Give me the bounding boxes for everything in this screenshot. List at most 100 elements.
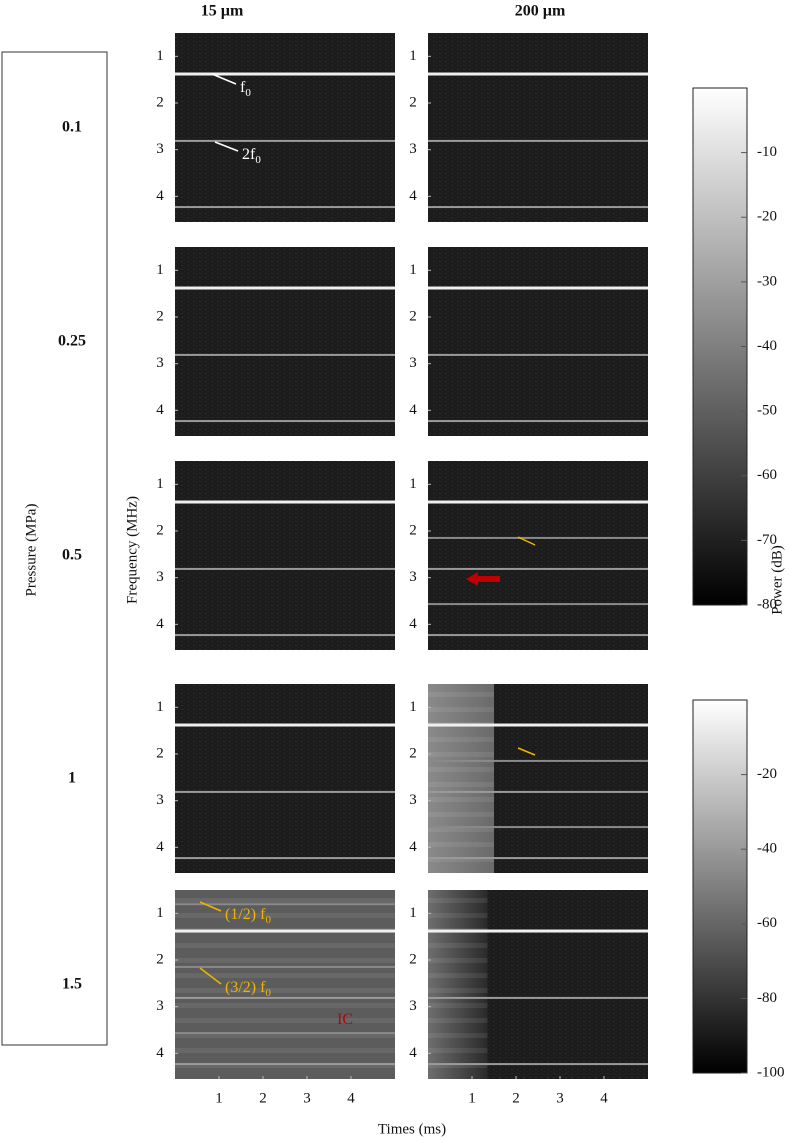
band: [428, 1063, 488, 1068]
band: [428, 737, 494, 742]
spectrogram-panel: [428, 461, 648, 650]
y-tick-label: 4: [409, 616, 417, 632]
band: [428, 812, 494, 817]
harmonic-line: [428, 790, 648, 793]
y-tick-label: 1: [409, 262, 417, 278]
cavitation-wash: [428, 684, 494, 873]
harmonic-line: [428, 634, 648, 637]
y-tick-label: 1: [156, 48, 164, 64]
y-tick-label: 1: [409, 699, 417, 715]
subharmonic-line: [175, 965, 395, 968]
colorbar-tick-label: -50: [757, 403, 777, 419]
y-tick-label: 2: [156, 951, 164, 967]
y-tick-label: 4: [409, 1045, 417, 1061]
y-tick-label: 1: [409, 48, 417, 64]
y-tick-label: 2: [156, 745, 164, 761]
annotation: 2f0: [242, 146, 261, 166]
subharmonic-line: [428, 759, 648, 762]
y-tick-label: 1: [156, 699, 164, 715]
colorbar-tick-label: -20: [757, 209, 777, 225]
band: [175, 898, 395, 903]
subharmonic-line: [428, 826, 648, 829]
pressure-label: 1: [68, 770, 76, 787]
annotation-subscript: 0: [245, 87, 251, 99]
y-tick-label: 3: [156, 569, 164, 585]
yellow-arrow: [517, 536, 536, 546]
y-tick-label: 3: [409, 141, 417, 157]
band: [428, 767, 494, 772]
band: [175, 958, 395, 963]
y-tick-label: 3: [409, 355, 417, 371]
harmonic-line: [175, 1063, 395, 1066]
y-tick-label: 3: [409, 998, 417, 1014]
y-tick-label: 1: [156, 262, 164, 278]
y-tick-label: 4: [409, 188, 417, 204]
annotation-text: IC: [337, 1011, 353, 1028]
harmonic-line: [175, 72, 395, 76]
row-axis-label: Pressure (MPa): [23, 504, 39, 597]
harmonic-line: [428, 567, 648, 570]
y-tick-label: 4: [156, 402, 164, 418]
band: [175, 1018, 395, 1023]
annotation: f0: [240, 79, 251, 99]
subharmonic-line: [175, 1032, 395, 1035]
band: [175, 913, 395, 918]
yellow-arrow: [517, 747, 536, 756]
harmonic-line: [175, 723, 395, 727]
band: [428, 857, 494, 862]
annotation: (3/2) f0: [225, 979, 271, 999]
y-tick-label: 2: [409, 745, 417, 761]
x-tick-label: 1: [215, 1090, 223, 1106]
harmonic-line: [428, 1063, 648, 1066]
harmonic-line: [428, 286, 648, 290]
band: [428, 988, 488, 993]
harmonic-line: [175, 420, 395, 423]
band: [428, 898, 488, 903]
band: [428, 797, 494, 802]
spectrogram-panel: [175, 247, 395, 436]
harmonic-line: [175, 206, 395, 209]
harmonic-line: [175, 139, 395, 142]
band: [175, 1033, 395, 1038]
x-tick-label: 2: [512, 1090, 520, 1106]
y-tick-label: 2: [409, 94, 417, 110]
y-axis-label: Frequency (MHz): [124, 496, 140, 604]
harmonic-line: [428, 72, 648, 76]
colorbar-tick-label: -80: [757, 596, 777, 612]
y-tick-label: 2: [156, 308, 164, 324]
harmonic-line: [175, 790, 395, 793]
annotation-subscript: 0: [265, 914, 271, 926]
band: [428, 913, 488, 918]
band: [428, 1018, 488, 1023]
harmonic-line: [175, 996, 395, 999]
harmonic-line: [428, 420, 648, 423]
y-tick-label: 3: [409, 792, 417, 808]
subharmonic-line: [428, 603, 648, 606]
spectrogram-panel: [175, 461, 395, 650]
band: [428, 943, 488, 948]
pressure-label: 0.5: [62, 547, 82, 564]
harmonic-line: [428, 206, 648, 209]
annotation-arrow: [199, 901, 222, 912]
pressure-label: 0.1: [62, 119, 82, 136]
colorbar-tick-label: -20: [757, 766, 777, 782]
band: [428, 958, 488, 963]
colorbar: [692, 699, 748, 1074]
x-tick-label: 2: [259, 1090, 267, 1106]
annotation-text: 2f: [242, 146, 256, 163]
band: [428, 827, 494, 832]
band: [428, 707, 494, 712]
x-axis-label: Times (ms): [378, 1121, 446, 1137]
y-tick-label: 2: [409, 522, 417, 538]
colorbar-tick-label: -100: [757, 1064, 785, 1080]
harmonic-line: [428, 996, 648, 999]
harmonic-line: [175, 634, 395, 637]
y-tick-label: 4: [156, 616, 164, 632]
spectrogram-panel: [428, 33, 648, 222]
band: [175, 988, 395, 993]
band: [428, 1048, 488, 1053]
band: [428, 782, 494, 787]
annotation-arrow: [199, 967, 222, 985]
harmonic-line: [428, 929, 648, 933]
